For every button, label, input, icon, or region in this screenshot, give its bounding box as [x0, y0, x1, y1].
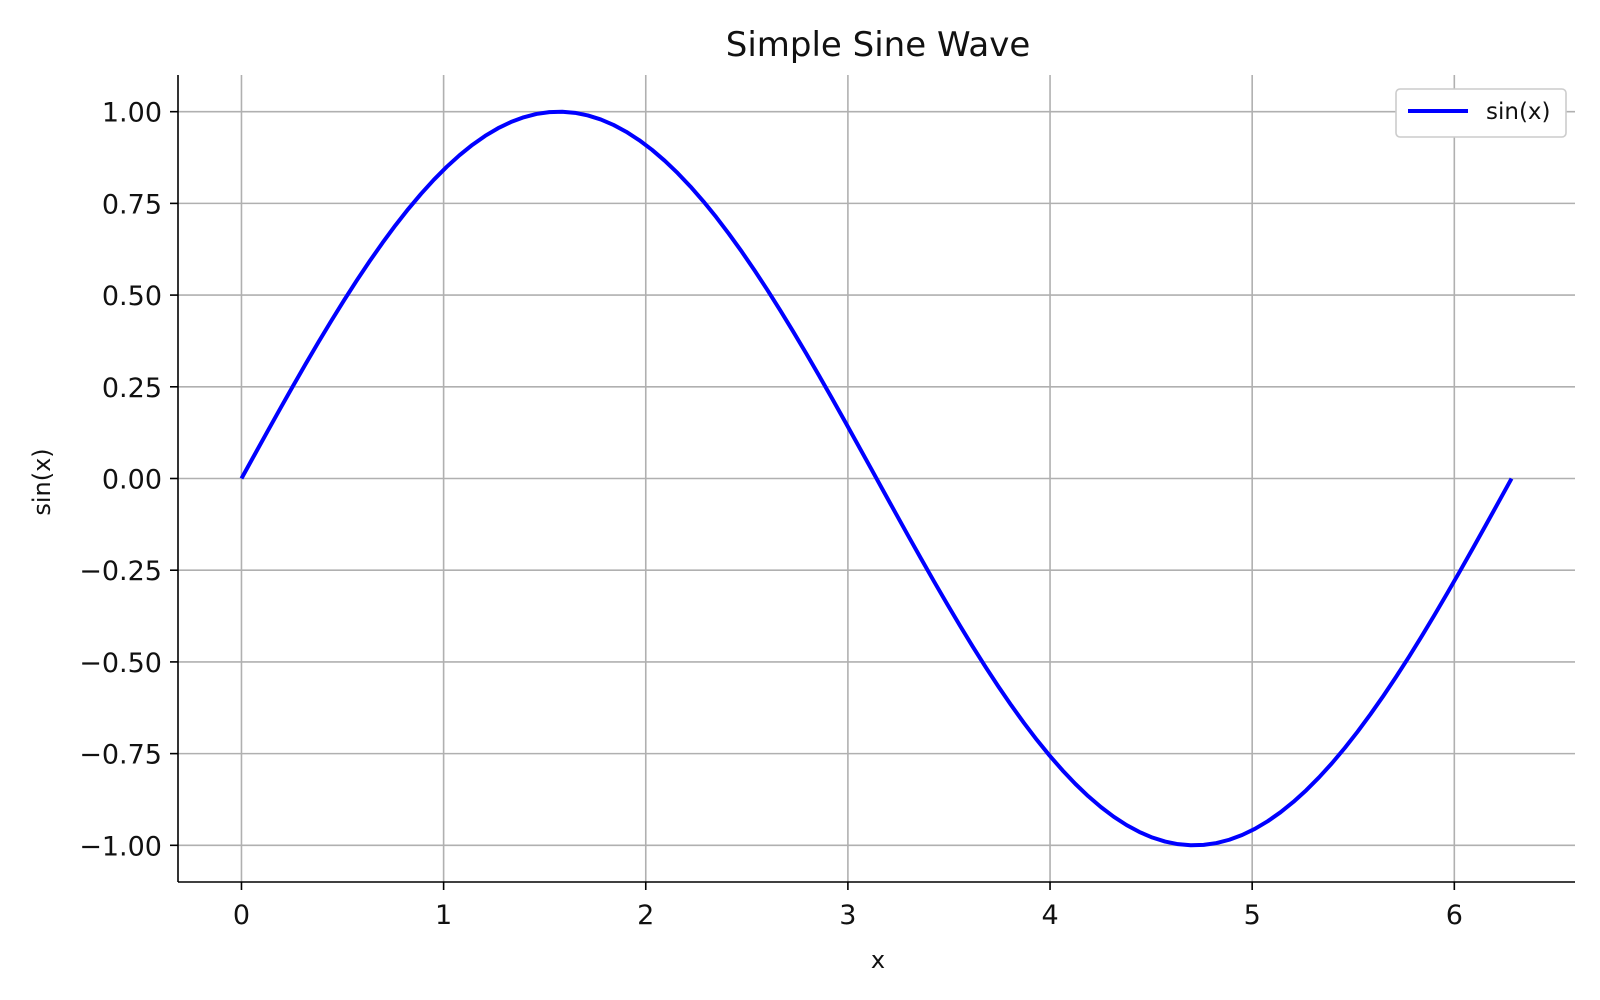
y-tick-label: 1.00 [102, 98, 162, 129]
x-tick-label: 0 [233, 900, 250, 931]
x-tick-label: 2 [637, 900, 654, 931]
axes [170, 75, 1575, 890]
grid [178, 75, 1575, 882]
legend-label-sin: sin(x) [1486, 99, 1551, 125]
x-tick-label: 6 [1446, 900, 1463, 931]
y-axis-label: sin(x) [28, 448, 56, 515]
y-tick-label: 0.50 [102, 281, 162, 312]
y-tick-label: −1.00 [79, 831, 162, 862]
chart-title: Simple Sine Wave [726, 25, 1031, 65]
legend-frame [1395, 88, 1567, 138]
x-tick-label: 3 [839, 900, 856, 931]
x-tick-label: 5 [1244, 900, 1261, 931]
y-tick-label: 0.75 [102, 189, 162, 220]
x-tick-label: 4 [1041, 900, 1058, 931]
y-tick-label: 0.00 [102, 465, 162, 496]
legend: sin(x) [1395, 88, 1567, 138]
y-tick-label: −0.50 [79, 648, 162, 679]
y-tick-label: 0.25 [102, 373, 162, 404]
tick-labels: 0 1 2 3 4 5 6 1.00 0.75 0.50 0.25 0.00 −0.25 −0.50 −0.… [79, 98, 1463, 931]
plot-area [239, 109, 1514, 848]
x-axis-label: x [871, 946, 885, 974]
y-tick-label: −0.75 [79, 740, 162, 771]
y-tick-label: −0.25 [79, 556, 162, 587]
x-tick-label: 1 [435, 900, 452, 931]
series-line-sin [239, 109, 1514, 848]
